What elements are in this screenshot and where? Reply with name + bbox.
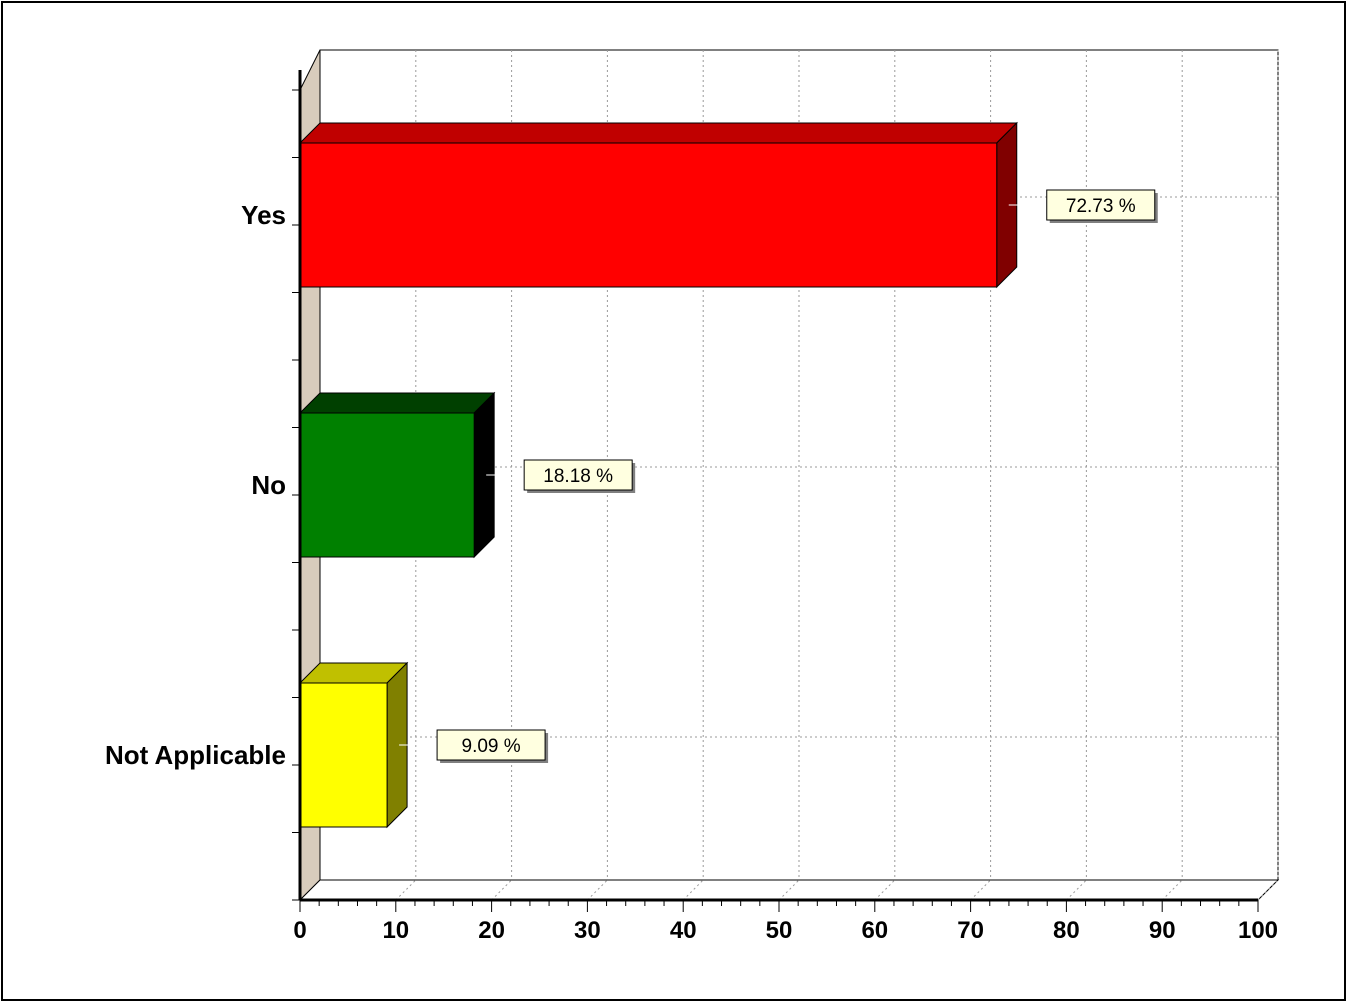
data-label: 72.73 % (1066, 196, 1136, 217)
x-tick-label: 0 (293, 917, 306, 944)
x-tick-label: 80 (1053, 917, 1080, 944)
data-label: 9.09 % (462, 736, 521, 757)
data-label-box (1046, 189, 1156, 221)
x-tick-label: 40 (670, 917, 697, 944)
x-tick-label: 50 (766, 917, 793, 944)
x-tick-label: 70 (957, 917, 984, 944)
bar (299, 142, 998, 288)
x-tick-label: 90 (1149, 917, 1176, 944)
bar-top (298, 392, 496, 414)
x-tick-label: 30 (574, 917, 601, 944)
x-tick-label: 10 (382, 917, 409, 944)
bar (299, 682, 388, 828)
floor (298, 879, 1280, 901)
x-tick-label: 20 (478, 917, 505, 944)
data-label-box (523, 459, 633, 491)
bar-top (298, 122, 1018, 144)
x-tick-label: 100 (1238, 917, 1278, 944)
category-label: Not Applicable (105, 740, 286, 770)
category-label: No (251, 470, 286, 500)
data-label-box (436, 729, 546, 761)
category-label: Yes (241, 200, 286, 230)
data-label: 18.18 % (543, 466, 613, 487)
x-tick-label: 60 (861, 917, 888, 944)
bar (299, 412, 475, 558)
